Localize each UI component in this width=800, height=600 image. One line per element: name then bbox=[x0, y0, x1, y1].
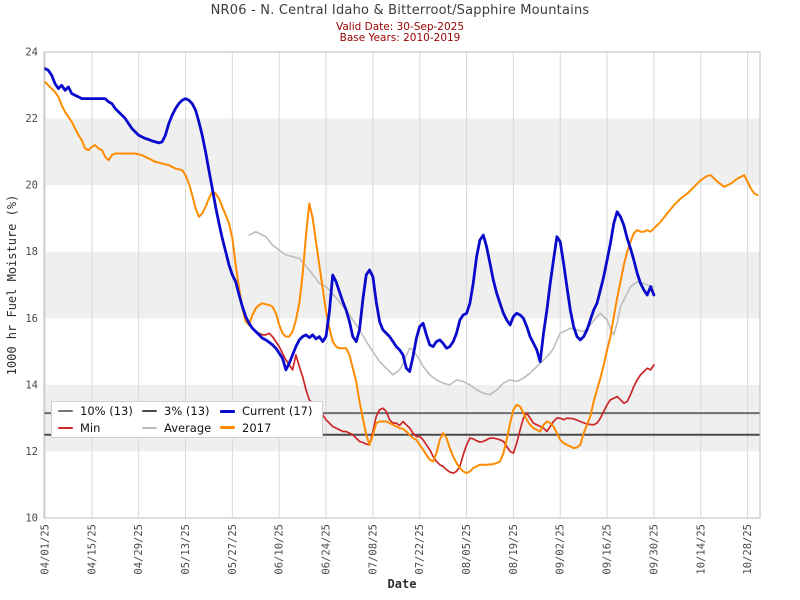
x-tick-label: 04/01/25 bbox=[40, 524, 52, 575]
legend-item-2017: 2017 bbox=[220, 421, 324, 435]
y-tick-label: 10 bbox=[25, 513, 38, 525]
y-tick-label: 16 bbox=[25, 313, 38, 325]
y-tick-label: 18 bbox=[25, 246, 38, 258]
legend-swatch-2017 bbox=[220, 426, 235, 430]
y-tick-label: 20 bbox=[25, 180, 38, 192]
x-axis-title: Date bbox=[388, 577, 417, 591]
legend-label-3pct: 3% (13) bbox=[164, 404, 210, 419]
plot-border bbox=[43, 51, 761, 519]
x-tick-label: 09/30/25 bbox=[648, 524, 660, 575]
legend-label-min: Min bbox=[80, 420, 101, 435]
x-tick-label: 05/13/25 bbox=[180, 524, 192, 575]
series-line-y2017 bbox=[44, 81, 759, 475]
legend-label-current: Current (17) bbox=[242, 404, 313, 419]
x-tick-label: 09/16/25 bbox=[602, 524, 614, 575]
legend-swatch-average bbox=[142, 426, 157, 429]
x-tick-label: 04/15/25 bbox=[86, 524, 98, 575]
x-tick-label: 08/05/25 bbox=[461, 524, 473, 575]
series-line-current bbox=[43, 67, 656, 373]
legend-label-2017: 2017 bbox=[242, 420, 272, 435]
x-tick-label: 07/08/25 bbox=[367, 524, 379, 575]
y-axis-title: 1000 hr Fuel Moisture (%) bbox=[5, 195, 19, 376]
chart-title: NR06 - N. Central Idaho & Bitterroot/Sap… bbox=[210, 3, 590, 18]
legend-swatch-10pct bbox=[58, 410, 73, 413]
legend: 10% (13) 3% (13) Current (17) Min Averag… bbox=[51, 401, 323, 438]
x-tick-label: 05/27/25 bbox=[227, 524, 239, 575]
legend-item-10pct: 10% (13) bbox=[58, 404, 142, 418]
y-tick-label: 14 bbox=[25, 379, 38, 391]
valid-date-label: Valid Date: 30-Sep-2025 bbox=[335, 21, 465, 33]
legend-label-average: Average bbox=[164, 420, 212, 435]
legend-item-average: Average bbox=[142, 421, 220, 435]
x-tick-label: 08/19/25 bbox=[508, 524, 520, 575]
legend-swatch-min bbox=[58, 426, 73, 429]
x-tick-label: 09/02/25 bbox=[555, 524, 567, 575]
y-tick-label: 24 bbox=[25, 47, 38, 59]
legend-item-current: Current (17) bbox=[220, 404, 324, 418]
x-tick-label: 10/14/25 bbox=[695, 524, 707, 575]
x-tick-label: 04/29/25 bbox=[133, 524, 145, 575]
y-tick-label: 22 bbox=[25, 113, 38, 125]
legend-swatch-3pct bbox=[142, 410, 157, 413]
x-tick-label: 10/28/25 bbox=[742, 524, 754, 575]
series-line-average bbox=[248, 230, 655, 396]
legend-item-3pct: 3% (13) bbox=[142, 404, 220, 418]
legend-label-10pct: 10% (13) bbox=[80, 404, 133, 419]
x-tick-label: 07/22/25 bbox=[414, 524, 426, 575]
grid-band bbox=[44, 251, 760, 319]
x-tick-label: 06/10/25 bbox=[274, 524, 286, 575]
y-tick-label: 12 bbox=[25, 446, 38, 458]
x-tick-label: 06/24/25 bbox=[321, 524, 333, 575]
legend-swatch-current bbox=[220, 409, 235, 413]
legend-item-min: Min bbox=[58, 421, 142, 435]
grid-band bbox=[44, 118, 760, 186]
base-years-label: Base Years: 2010-2019 bbox=[339, 32, 461, 44]
